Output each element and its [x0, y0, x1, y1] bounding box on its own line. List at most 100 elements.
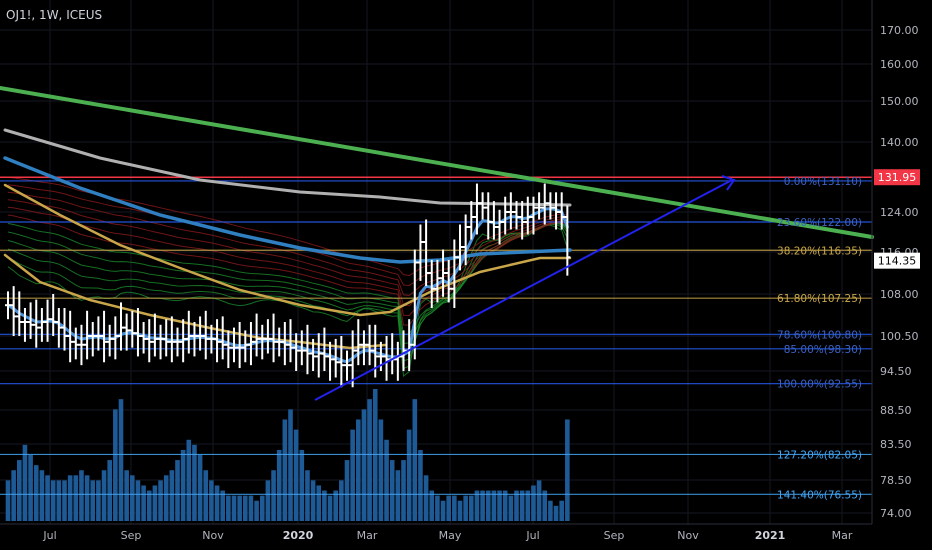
- price-bar: [264, 319, 271, 354]
- volume-bar: [186, 439, 192, 521]
- volume-bar: [542, 490, 548, 521]
- price-bar: [180, 319, 187, 363]
- volume-bar: [107, 460, 112, 521]
- price-bar: [417, 224, 424, 281]
- fibonacci-labels: 0.00%(131.10) 23.60%(122.00) 38.20%(116.35…: [777, 176, 862, 501]
- price-tick-label: 150.00: [880, 95, 919, 108]
- price-bar: [27, 302, 34, 339]
- price-bar: [208, 324, 215, 354]
- price-bar: [112, 316, 119, 360]
- volume-bar: [33, 465, 39, 521]
- price-bar: [524, 196, 531, 235]
- price-bar: [400, 330, 407, 371]
- price-bar: [332, 338, 339, 378]
- time-tick-label: Sep: [604, 529, 625, 542]
- volume-bar: [271, 470, 276, 521]
- price-bar: [507, 192, 514, 230]
- trend-lines[interactable]: [0, 86, 874, 401]
- price-bar: [315, 333, 322, 378]
- volume-bar: [293, 429, 299, 521]
- volume-bar: [519, 490, 525, 521]
- price-bar: [451, 239, 458, 308]
- price-marker-bg: [874, 252, 920, 269]
- ribbon-line: [7, 214, 568, 326]
- price-bar: [55, 308, 62, 348]
- volume-bar: [192, 444, 197, 521]
- price-bar: [287, 319, 294, 363]
- price-bar: [558, 192, 565, 230]
- time-axis[interactable]: Jul Sep Nov 2020 Mar May Jul Sep Nov 2021 Mar: [42, 529, 852, 542]
- price-bar: [163, 319, 170, 357]
- ema-ribbon: [7, 176, 568, 377]
- time-tick-label: 2021: [755, 529, 786, 542]
- volume-bar: [565, 419, 570, 521]
- volume-bar: [141, 485, 146, 521]
- volume-bar: [84, 475, 90, 521]
- volume-bar: [378, 419, 384, 521]
- time-tick-label: Nov: [677, 529, 699, 542]
- price-bar: [513, 201, 520, 230]
- volume-bar: [305, 470, 310, 521]
- volume-bar: [384, 439, 389, 521]
- volume-bar: [259, 495, 265, 521]
- ribbon-line: [7, 222, 568, 353]
- price-marker-label: 131.95: [878, 171, 917, 184]
- price-bar: [423, 219, 430, 287]
- price-bar: [366, 324, 373, 366]
- volume-bar: [118, 399, 124, 521]
- volume-bar: [135, 480, 141, 521]
- volume-bar: [491, 490, 497, 521]
- price-bar: [197, 316, 204, 351]
- volume-bar: [316, 485, 322, 521]
- volume-bar: [457, 500, 463, 521]
- volume-bar: [56, 480, 62, 521]
- price-bar: [259, 324, 266, 360]
- price-bar: [479, 192, 486, 220]
- fib-label: 85.00%(98.30): [784, 344, 862, 356]
- price-bar: [101, 310, 108, 363]
- volume-bar: [169, 470, 175, 521]
- volume-bar: [237, 495, 242, 521]
- fib-label: 61.80%(107.25): [777, 293, 862, 305]
- volume-bar: [435, 495, 440, 521]
- ribbon-line: [7, 206, 568, 317]
- price-bar: [473, 183, 480, 235]
- volume-bar: [265, 480, 271, 521]
- volume-bar: [350, 429, 355, 521]
- price-tick-label: 78.50: [880, 474, 912, 487]
- ribbon-line: [7, 222, 568, 335]
- ribbon-line: [7, 199, 568, 307]
- price-bar: [536, 192, 543, 220]
- price-bar: [231, 327, 237, 363]
- volume-bar: [276, 449, 282, 521]
- time-tick-label: Nov: [202, 529, 224, 542]
- volume-bar: [243, 495, 248, 521]
- price-bar: [428, 259, 435, 308]
- price-tick-label: 100.50: [880, 330, 919, 343]
- price-bar: [321, 327, 328, 371]
- volume-bar: [96, 480, 101, 521]
- price-bar: [5, 291, 11, 320]
- volume-bar: [209, 480, 214, 521]
- trendline-arrowhead: [721, 175, 736, 191]
- blue-trendline: [314, 179, 733, 401]
- volume-bar: [28, 455, 33, 521]
- volume-bars: [5, 389, 570, 521]
- price-bar: [462, 214, 469, 266]
- volume-bar: [113, 409, 118, 521]
- ma-ribbon-low: [3, 253, 387, 350]
- price-bar: [67, 310, 74, 363]
- price-bar: [485, 192, 492, 240]
- volume-bar: [11, 470, 16, 521]
- price-bar: [214, 319, 221, 363]
- price-bar: [349, 330, 356, 388]
- price-bar: [490, 201, 497, 240]
- price-bar: [338, 336, 345, 388]
- price-bar: [270, 313, 277, 363]
- volume-bar: [231, 495, 237, 521]
- price-bar: [541, 183, 548, 225]
- price-bar: [547, 192, 554, 220]
- price-bar: [247, 322, 254, 366]
- ribbon-line: [7, 223, 568, 362]
